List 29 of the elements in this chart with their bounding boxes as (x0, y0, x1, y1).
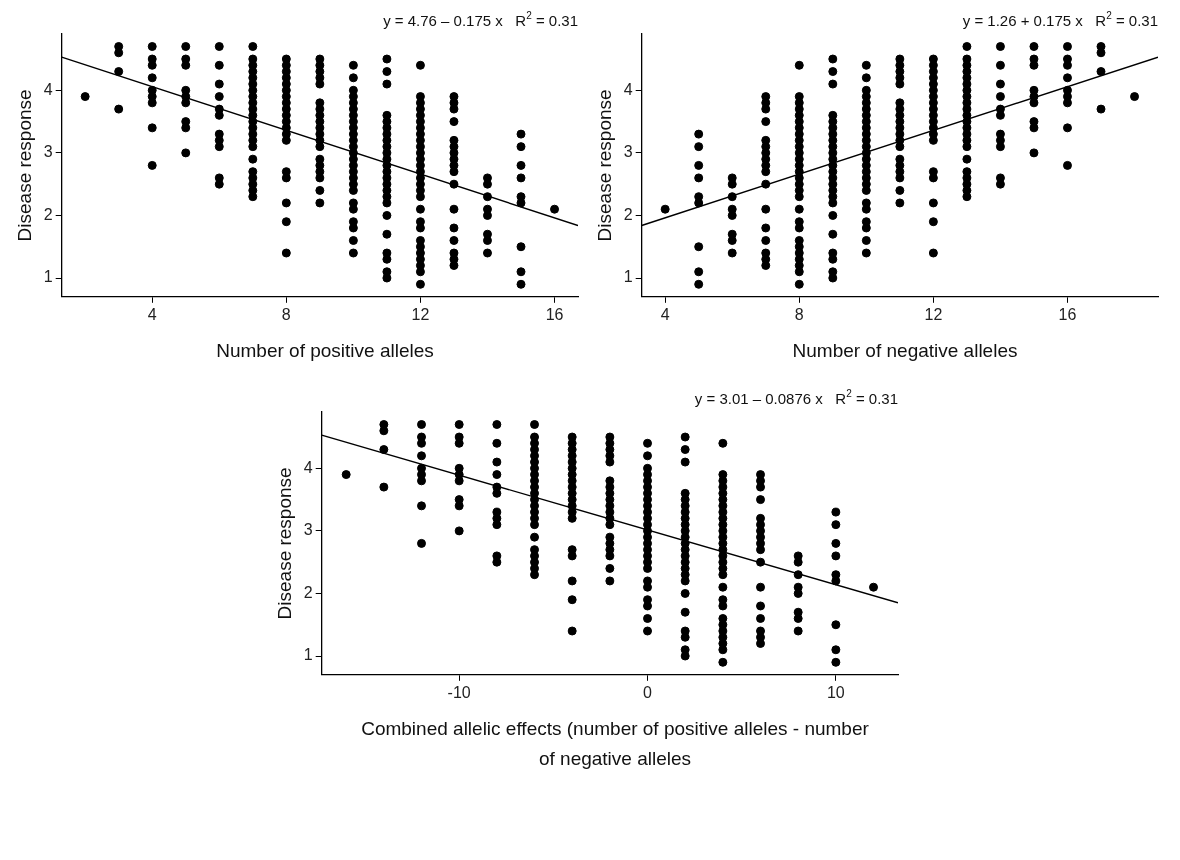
x-axis-title: Number of negative alleles (791, 339, 1018, 363)
x-tick-label: -10 (447, 683, 471, 701)
x-tick-label: 8 (794, 305, 804, 323)
y-tick-label: 3 (623, 143, 633, 161)
y-tick-label: 3 (303, 521, 313, 539)
x-tick-label: 0 (643, 683, 653, 701)
x-tick-label: 10 (826, 683, 845, 701)
x-tick-label: 16 (1058, 305, 1077, 323)
y-tick-label: 1 (43, 268, 53, 286)
y-tick-label: 4 (43, 80, 53, 98)
y-tick-label: 3 (43, 143, 53, 161)
y-tick-label: 4 (303, 458, 313, 476)
y-tick-label: 1 (623, 268, 633, 286)
x-tick-label: 4 (660, 305, 670, 323)
x-tick-label: 4 (147, 305, 157, 323)
y-axis-title: Disease response (593, 89, 615, 242)
x-tick-label: 12 (924, 305, 943, 323)
x-axis-title: Combined allelic effects (number of positive alleles - number of negative alleles (360, 717, 870, 771)
x-tick-label: 16 (545, 305, 564, 323)
y-tick-label: 4 (623, 80, 633, 98)
y-tick-label: 1 (303, 646, 313, 664)
y-axis-title: Disease response (273, 467, 295, 620)
y-tick-label: 2 (623, 205, 633, 223)
y-tick-label: 2 (43, 205, 53, 223)
x-tick-label: 8 (281, 305, 291, 323)
y-tick-label: 2 (303, 583, 313, 601)
x-axis-title: Number of positive alleles (215, 339, 434, 363)
x-tick-label: 12 (411, 305, 430, 323)
y-axis-title: Disease response (13, 89, 35, 242)
